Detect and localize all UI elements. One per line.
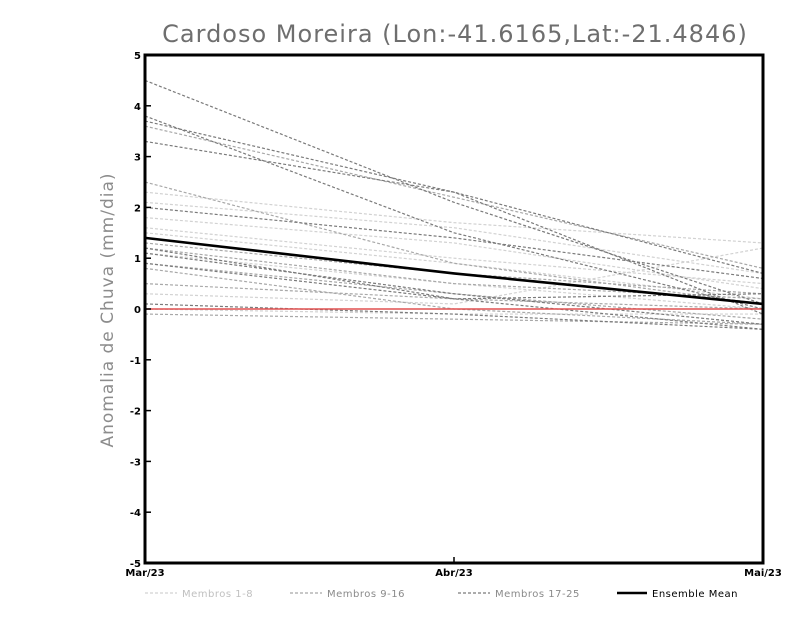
series-line-m8 [144,216,764,290]
y-tick-label: 1 [134,254,141,265]
y-tick-label: -3 [130,457,141,468]
series-line-m12 [144,283,764,310]
legend-label: Membros 9-16 [327,589,405,600]
y-axis-label: Anomalia de Chuva (mm/dia) [98,172,118,447]
series-line-m14 [144,181,764,305]
y-tick-label: -1 [130,356,141,367]
legend-label: Membros 17-25 [495,589,580,600]
series-line-m9 [144,125,764,269]
series-line-m22 [144,252,764,325]
legend: Membros 1-8 Membros 9-16 Membros 17-25 Ense… [145,589,738,600]
x-tick-label: Mai/23 [744,568,782,579]
legend-label: Ensemble Mean [652,589,738,600]
series-line-m7 [144,252,764,310]
ensemble-mean-line [144,236,764,306]
y-tick-label: 3 [134,153,141,164]
y-tick-label: 4 [134,102,141,113]
series-line-m13 [144,313,764,325]
y-tick-label: -2 [130,407,141,418]
y-tick-label: -5 [130,559,141,570]
series-line-m24 [144,120,764,315]
series-line-m17 [144,79,764,305]
x-tick-label: Abr/23 [435,568,472,579]
y-tick-label: -4 [130,508,141,519]
series-line-m18 [144,115,764,310]
axes: -5 -4 -3 -2 -1 0 1 2 3 4 5 Mar/23 Abr/23 Mai/23 [125,51,781,579]
series-line-m25 [144,262,764,300]
series-line-m21 [144,206,764,280]
series-line-m1 [144,191,764,244]
y-tick-label: 0 [134,305,141,316]
series-line-m19 [144,140,764,275]
y-tick-label: 2 [134,203,141,214]
series-line-m3 [144,201,764,275]
series-line-m6 [144,308,763,315]
series-line-m20 [144,247,764,330]
y-tick-label: 5 [134,51,141,62]
series-line-m16 [144,242,764,295]
x-tick-label: Mar/23 [125,568,164,579]
legend-label: Membros 1-8 [182,589,253,600]
series-line-m2 [144,227,764,285]
plot-lines [144,79,764,330]
chart-title: Cardoso Moreira (Lon:-41.6165,Lat:-21.48… [162,20,748,48]
series-line-m23 [144,303,764,330]
